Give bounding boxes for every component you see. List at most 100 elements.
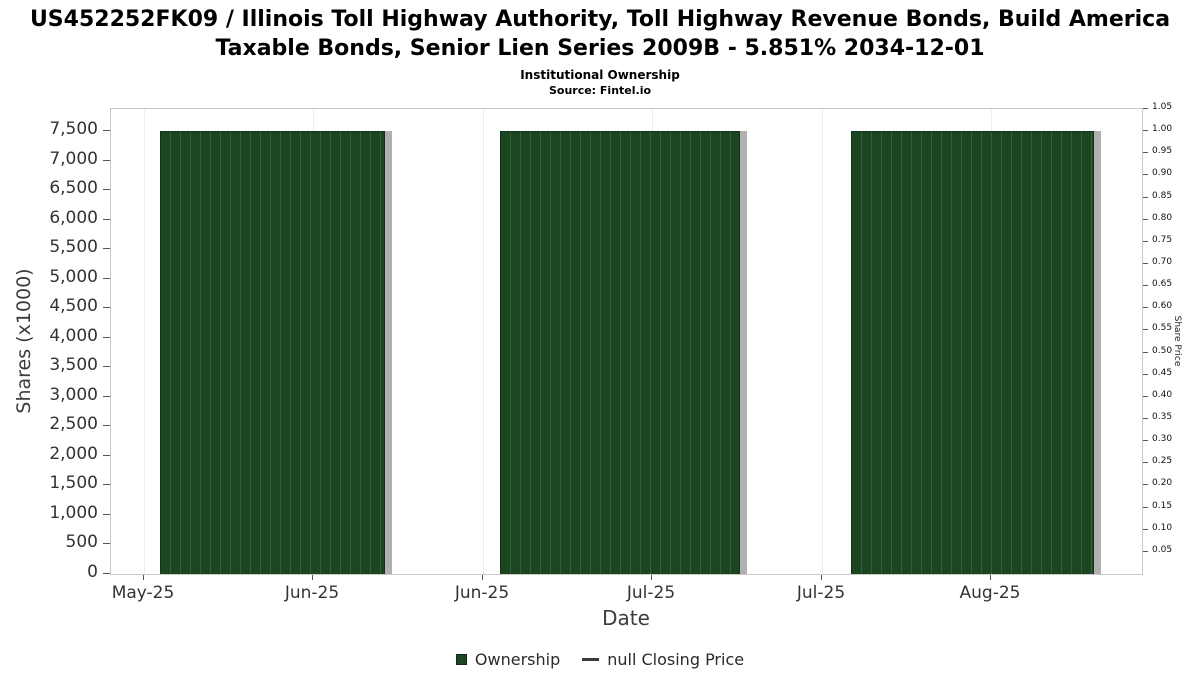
y-tick-label-left: 5,000 [49,267,98,287]
y-tick-label-left: 6,500 [49,178,98,198]
y-axis-tick-left [103,573,110,574]
closing-price-legend-line [582,657,600,661]
y-tick-label-left: 4,500 [49,296,98,316]
y-tick-label-right: 0.30 [1152,434,1173,444]
source-credit: Source: Fintel.io [548,84,652,98]
gridline-vertical [822,109,823,574]
x-tick-label: Jun-25 [284,583,340,603]
y-tick-label-right: 0.55 [1152,323,1173,333]
y-axis-tick-right [1143,130,1148,131]
y-tick-label-right: 0.65 [1152,279,1173,289]
y-axis-tick-right [1143,219,1148,220]
y-axis-tick-left [103,455,110,456]
y-axis-tick-left [103,337,110,338]
chart-title: US452252FK09 / Illinois Toll Highway Aut… [29,7,1171,62]
y-tick-label-right: 0.45 [1152,368,1173,378]
y-tick-label-left: 2,500 [49,414,98,434]
x-tick-label: Aug-25 [959,583,1021,603]
y-tick-label-right: 0.90 [1152,168,1173,178]
y-tick-label-right: 0.85 [1152,191,1173,201]
y-axis-tick-left [103,130,110,131]
y-axis-tick-left [103,543,110,544]
y-axis-tick-right [1143,352,1148,353]
y-tick-label-left: 3,000 [49,385,98,405]
y-tick-label-right: 0.40 [1152,390,1173,400]
plot-area [110,108,1143,575]
ownership-bar-segment [851,131,1094,574]
y-axis-tick-left [103,366,110,367]
y-tick-label-right: 0.95 [1152,146,1173,156]
y-axis-tick-left [103,484,110,485]
gridline-vertical [144,109,145,574]
y-axis-tick-left [103,189,110,190]
y-axis-tick-right [1143,507,1148,508]
y-tick-label-left: 5,500 [49,237,98,257]
y-axis-tick-left [103,248,110,249]
y-axis-tick-right [1143,174,1148,175]
y-tick-label-right: 1.05 [1152,102,1173,112]
y-axis-tick-right [1143,462,1148,463]
y-axis-tick-right [1143,484,1148,485]
y-tick-label-right: 1.00 [1152,124,1173,134]
y-axis-tick-left [103,396,110,397]
y-axis-tick-left [103,425,110,426]
y-axis-tick-right [1143,551,1148,552]
y-axis-tick-right [1143,418,1148,419]
y-axis-tick-left [103,219,110,220]
y-axis-tick-left [103,278,110,279]
x-tick-label: Jun-25 [454,583,510,603]
x-axis-tick [143,575,144,580]
y-tick-label-right: 0.75 [1152,235,1173,245]
x-tick-label: Jul-25 [796,583,846,603]
y-tick-label-left: 3,500 [49,355,98,375]
ownership-legend-label: Ownership [474,649,561,669]
y-axis-tick-right [1143,197,1148,198]
y-tick-label-left: 7,000 [49,149,98,169]
y-tick-label-left: 7,500 [49,119,98,139]
chart-subtitle: Institutional Ownership [520,68,680,83]
y-tick-label-left: 4,000 [49,326,98,346]
x-axis-tick [482,575,483,580]
y-axis-tick-right [1143,329,1148,330]
y-tick-label-left: 1,500 [49,473,98,493]
closing-price-legend-label: null Closing Price [607,649,745,669]
y-tick-label-right: 0.25 [1152,456,1173,466]
y-tick-label-left: 6,000 [49,208,98,228]
x-axis-tick [990,575,991,580]
y-tick-label-right: 0.10 [1152,523,1173,533]
y-axis-tick-left [103,307,110,308]
y-axis-tick-right [1143,307,1148,308]
y-axis-tick-right [1143,241,1148,242]
y-axis-tick-right [1143,285,1148,286]
y-axis-tick-right [1143,374,1148,375]
ownership-bar-segment [500,131,740,574]
y-tick-label-right: 0.80 [1152,213,1173,223]
ownership-bar-segment [160,131,385,574]
y-axis-tick-right [1143,529,1148,530]
y-axis-tick-right [1143,440,1148,441]
x-axis-title: Date [602,606,650,630]
y-tick-label-left: 1,000 [49,503,98,523]
y-tick-label-left: 2,000 [49,444,98,464]
y-axis-tick-right [1143,263,1148,264]
y-tick-label-right: 0.70 [1152,257,1173,267]
y-axis-tick-left [103,160,110,161]
legend: Ownership null Closing Price [0,647,1200,671]
gridline-vertical [483,109,484,574]
y-tick-label-right: 0.35 [1152,412,1173,422]
ownership-legend-swatch [455,653,467,665]
no-data-stripe [740,131,747,574]
x-axis-tick [821,575,822,580]
y-tick-label-left: 0 [87,562,98,582]
x-tick-label: May-25 [111,583,175,603]
y-axis-tick-right [1143,152,1148,153]
y-axis-tick-left [103,514,110,515]
y-tick-label-right: 0.20 [1152,478,1173,488]
no-data-stripe [1094,131,1101,574]
y-tick-label-right: 0.50 [1152,346,1173,356]
y-axis-title-right: Share Price [1172,315,1182,367]
no-data-stripe [385,131,392,574]
x-tick-label: Jul-25 [626,583,676,603]
